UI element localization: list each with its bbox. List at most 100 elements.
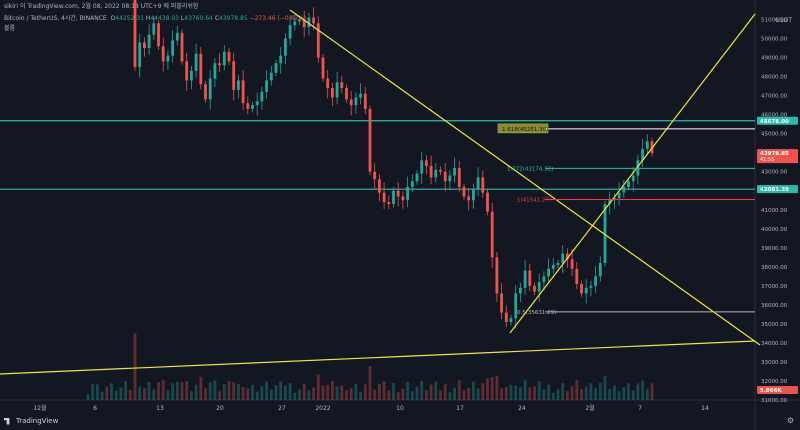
volume-bar [396, 392, 400, 400]
symbol-name: Bitcoin / TetherUS, 4시간, BINANCE [4, 15, 107, 22]
volume-bar [448, 392, 452, 400]
volume-bar [359, 391, 363, 400]
candle-body [293, 21, 297, 26]
volume-bar [603, 376, 607, 400]
candle-body [368, 108, 372, 172]
volume-bar [575, 380, 579, 400]
candle-body [439, 169, 442, 172]
volume-bar [415, 386, 419, 400]
candle-body [471, 188, 475, 201]
candle-body [298, 19, 301, 22]
volume-bar [580, 389, 583, 400]
volume-bar [251, 384, 254, 400]
volume-bar [95, 384, 99, 400]
volume-bar [133, 333, 137, 400]
candle-body [528, 270, 532, 286]
candle-body [227, 51, 231, 62]
volume-bar [194, 384, 198, 400]
y-tick-label: 39000.00 [761, 246, 788, 252]
volume-bar [467, 387, 471, 400]
volume-bar [377, 383, 381, 400]
candle-body [476, 177, 480, 189]
candle-body [603, 204, 607, 264]
candle-body [204, 84, 207, 100]
y-tick-label: 40000.00 [761, 227, 788, 233]
volume-bar [570, 386, 574, 400]
fib-level-label: 1(41541.27) [517, 197, 551, 203]
candle-body [551, 264, 555, 269]
candle-body [232, 61, 236, 90]
y-tick-label: 37000.00 [761, 284, 788, 290]
candle-body [213, 63, 217, 79]
candle-body [542, 276, 546, 283]
candle-body [457, 167, 461, 187]
candle-body [288, 25, 292, 39]
candle-body [453, 167, 457, 176]
candle-body [157, 23, 160, 47]
candle-body [152, 23, 156, 35]
volume-bar [241, 387, 245, 400]
x-tick-label: 12월 [33, 404, 46, 412]
candle-body [565, 253, 569, 260]
candle-body [424, 160, 428, 166]
candle-body [589, 285, 593, 288]
y-tick-label: 31000.00 [761, 398, 788, 404]
countdown-label: 41:55 [760, 157, 774, 163]
volume-bar [340, 385, 344, 400]
volume-bar [128, 389, 132, 400]
volume-bar [227, 381, 231, 400]
volume-bar [476, 388, 480, 400]
candle-body [561, 253, 565, 264]
candle-body [340, 82, 344, 88]
y-tick-label: 38000.00 [761, 265, 788, 271]
volume-bar [307, 390, 311, 400]
volume-bar [124, 381, 128, 400]
candle-body [387, 202, 391, 205]
volume-bar [631, 390, 635, 400]
candle-body [570, 259, 574, 269]
volume-bar [246, 388, 250, 400]
high-value: 44438.93 [150, 15, 179, 22]
volume-bar [363, 384, 367, 400]
volume-bar [584, 386, 588, 400]
volume-bar [161, 380, 165, 400]
gear-icon[interactable]: ⚙ [786, 416, 794, 425]
candle-body [316, 23, 320, 58]
y-tick-label: 47000.00 [761, 94, 788, 100]
candle-body [302, 19, 306, 28]
candle-body [410, 181, 414, 187]
volume-bar [429, 384, 433, 400]
fib-level-label: 1.272(43174.32) [507, 166, 553, 172]
volume-bar [528, 387, 532, 400]
candle-body [617, 192, 621, 199]
volume-bar [349, 388, 353, 400]
candle-body [401, 196, 405, 201]
volume-bar [457, 380, 461, 400]
candle-body [218, 63, 222, 66]
volume-bar [86, 394, 90, 400]
candle-body [279, 55, 283, 64]
volume-bar [166, 390, 170, 400]
candle-body [490, 211, 494, 258]
candle-body [255, 101, 259, 106]
volume-bar [434, 381, 438, 400]
candle-body [575, 268, 579, 284]
volume-bar [321, 385, 325, 400]
volume-bar [180, 382, 184, 400]
volume-bar [382, 381, 386, 400]
close-value: 43978.85 [219, 15, 248, 22]
candle-body [420, 160, 424, 174]
volume-bar [138, 386, 142, 400]
y-tick-label: 49000.00 [761, 56, 788, 62]
candle-body [533, 285, 536, 292]
candle-body [180, 32, 184, 62]
volume-bar [636, 383, 640, 400]
volume-bar [495, 376, 499, 400]
candle-body [556, 263, 560, 265]
volume-bar [316, 374, 320, 400]
brand-name: TradingView [16, 417, 59, 425]
volume-bar [486, 378, 489, 400]
open-value: 44252.31 [115, 15, 144, 22]
fib-label-box [497, 123, 549, 134]
